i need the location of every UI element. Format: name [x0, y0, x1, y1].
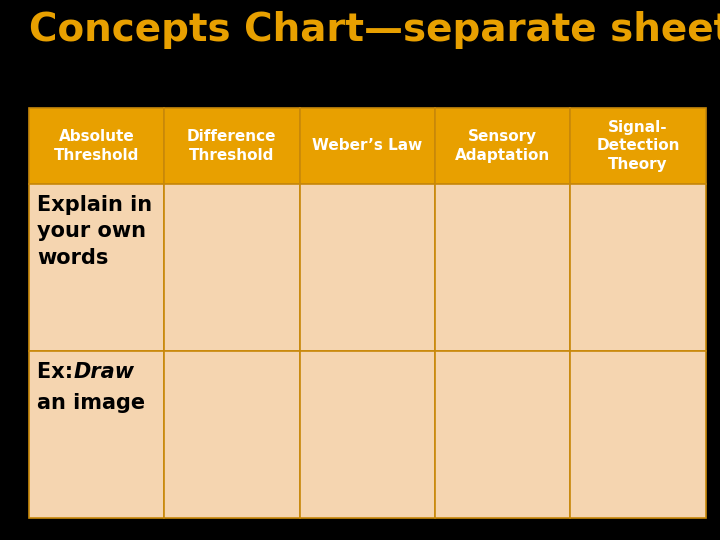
Text: Draw: Draw	[73, 362, 135, 382]
Bar	[300, 108, 435, 184]
Bar	[570, 351, 706, 518]
Bar	[300, 184, 435, 351]
Text: Sensory
Adaptation: Sensory Adaptation	[455, 129, 550, 163]
Text: an image: an image	[37, 393, 145, 413]
Bar	[164, 351, 300, 518]
Text: Concepts Chart—separate sheet: Concepts Chart—separate sheet	[29, 11, 720, 49]
Bar	[435, 351, 570, 518]
Bar	[29, 351, 164, 518]
Text: Absolute
Threshold: Absolute Threshold	[54, 129, 139, 163]
Text: Ex:: Ex:	[37, 362, 81, 382]
Bar	[435, 108, 570, 184]
Bar	[29, 108, 164, 184]
Bar	[29, 184, 164, 351]
Bar	[570, 108, 706, 184]
Text: Difference
Threshold: Difference Threshold	[187, 129, 276, 163]
Bar	[435, 184, 570, 351]
Text: Signal-
Detection
Theory: Signal- Detection Theory	[596, 120, 680, 172]
Bar	[164, 108, 300, 184]
Bar	[570, 184, 706, 351]
Bar	[164, 184, 300, 351]
Bar	[300, 351, 435, 518]
Text: Weber’s Law: Weber’s Law	[312, 138, 423, 153]
Text: Explain in
your own
words: Explain in your own words	[37, 195, 153, 267]
